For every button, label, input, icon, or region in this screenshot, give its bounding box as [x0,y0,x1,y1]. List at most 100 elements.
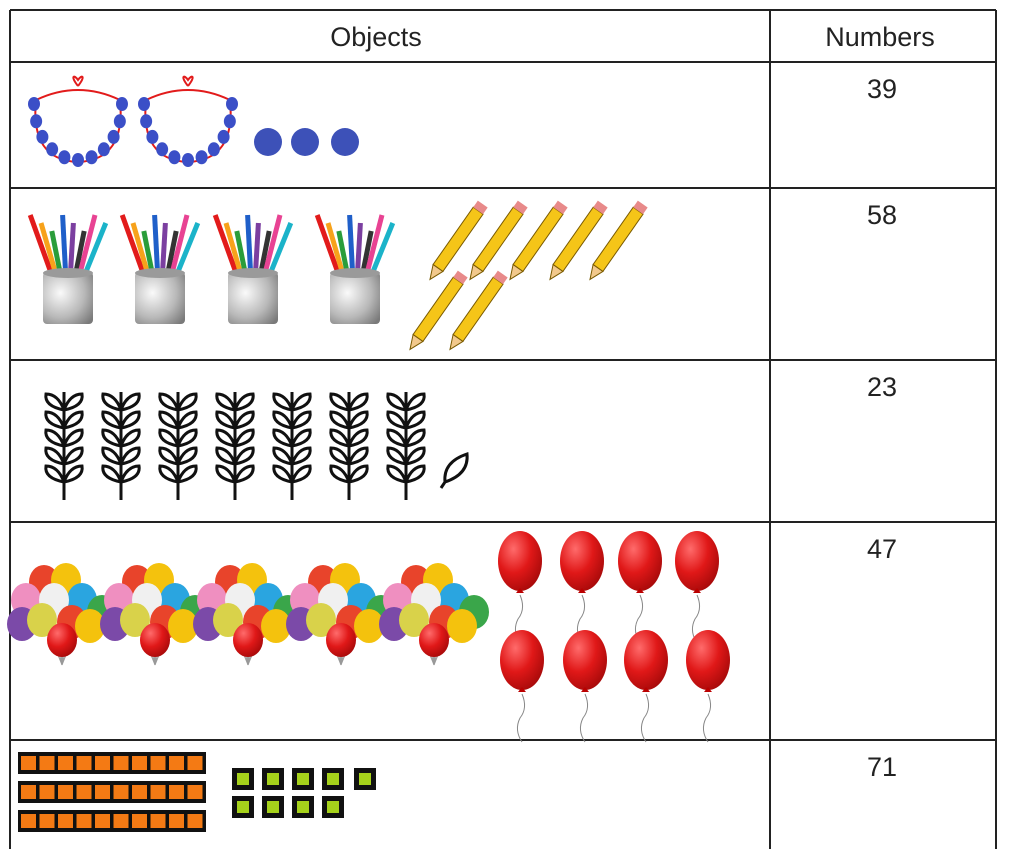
balloon-knot [518,687,526,692]
pencil-tip [429,263,444,281]
balloon [563,630,607,690]
red-balloon [560,531,604,644]
unit [169,785,184,799]
leaf [272,446,312,466]
knot [72,75,84,87]
leaf [386,410,426,430]
leaf [44,392,84,412]
pencil [409,270,468,351]
unit-cube [322,768,344,790]
leaf [158,392,198,412]
balloon [624,630,668,690]
unit [21,756,36,770]
leaf [386,428,426,448]
unit-cube [262,796,284,818]
cube-face [359,773,371,785]
unit-cube [292,768,314,790]
cup [330,272,380,324]
eraser [453,270,468,285]
bead [113,114,126,129]
unit [76,814,92,828]
number-cell: 39 [867,74,897,104]
plant [44,392,84,500]
balloon [213,603,243,637]
leaf [158,410,198,430]
balloon [120,603,150,637]
cup [135,272,185,324]
pencil-cup [314,214,396,324]
balloon [686,630,730,690]
plant [272,392,312,500]
red-balloon [686,630,730,743]
cup [228,272,278,324]
balloon-knot [578,588,586,593]
ten-bar [18,810,206,832]
balloon [447,609,477,643]
red-balloon [500,630,544,743]
ten-bar [18,752,206,774]
bead [291,128,319,156]
unit [39,814,55,828]
leaf [215,446,255,466]
unit [150,785,166,799]
unit [187,756,203,770]
leaf [329,446,369,466]
leaf [439,451,469,489]
bead [97,142,110,157]
leaf [272,464,312,484]
pencil-tip [449,333,464,351]
eraser [493,270,508,285]
cube-face [297,773,309,785]
balloon [47,623,77,657]
unit [76,756,92,770]
unit-cube [322,796,344,818]
balloon [168,609,198,643]
unit [76,785,92,799]
balloon-knot [693,588,701,593]
number-cell: 58 [867,200,897,230]
cube-face [327,801,339,813]
leaf [329,464,369,484]
balloon [560,531,604,591]
leaf [272,410,312,430]
eraser [473,200,488,215]
unit [95,756,110,770]
leaf [329,428,369,448]
unit [113,756,129,770]
balloon [75,609,105,643]
unit [95,814,110,828]
balloon-knot [636,588,644,593]
plant [101,392,141,500]
leaf [101,392,141,412]
pencil-tip [409,333,424,351]
header-numbers: Numbers [825,22,935,52]
ten-bar [18,781,206,803]
pencil-tip [469,263,484,281]
cube-face [237,773,249,785]
eraser [593,200,608,215]
header-objects: Objects [330,22,422,52]
unit-cube [262,768,284,790]
balloon-knot [516,588,524,593]
bead [58,150,71,165]
balloon-bunch [7,563,117,666]
bead [207,142,220,157]
balloon-string [702,693,712,743]
leaf [44,410,84,430]
leaf [101,410,141,430]
unit [187,785,203,799]
necklace [28,75,128,167]
balloon [500,630,544,690]
red-balloon [498,531,542,644]
bead [217,129,230,144]
eraser [553,200,568,215]
pencil-tip [549,263,564,281]
plant [158,392,198,500]
leaf [329,392,369,412]
plant [215,392,255,500]
balloon [233,623,263,657]
unit [132,756,147,770]
balloon [399,603,429,637]
unit [39,785,55,799]
bead [85,150,98,165]
